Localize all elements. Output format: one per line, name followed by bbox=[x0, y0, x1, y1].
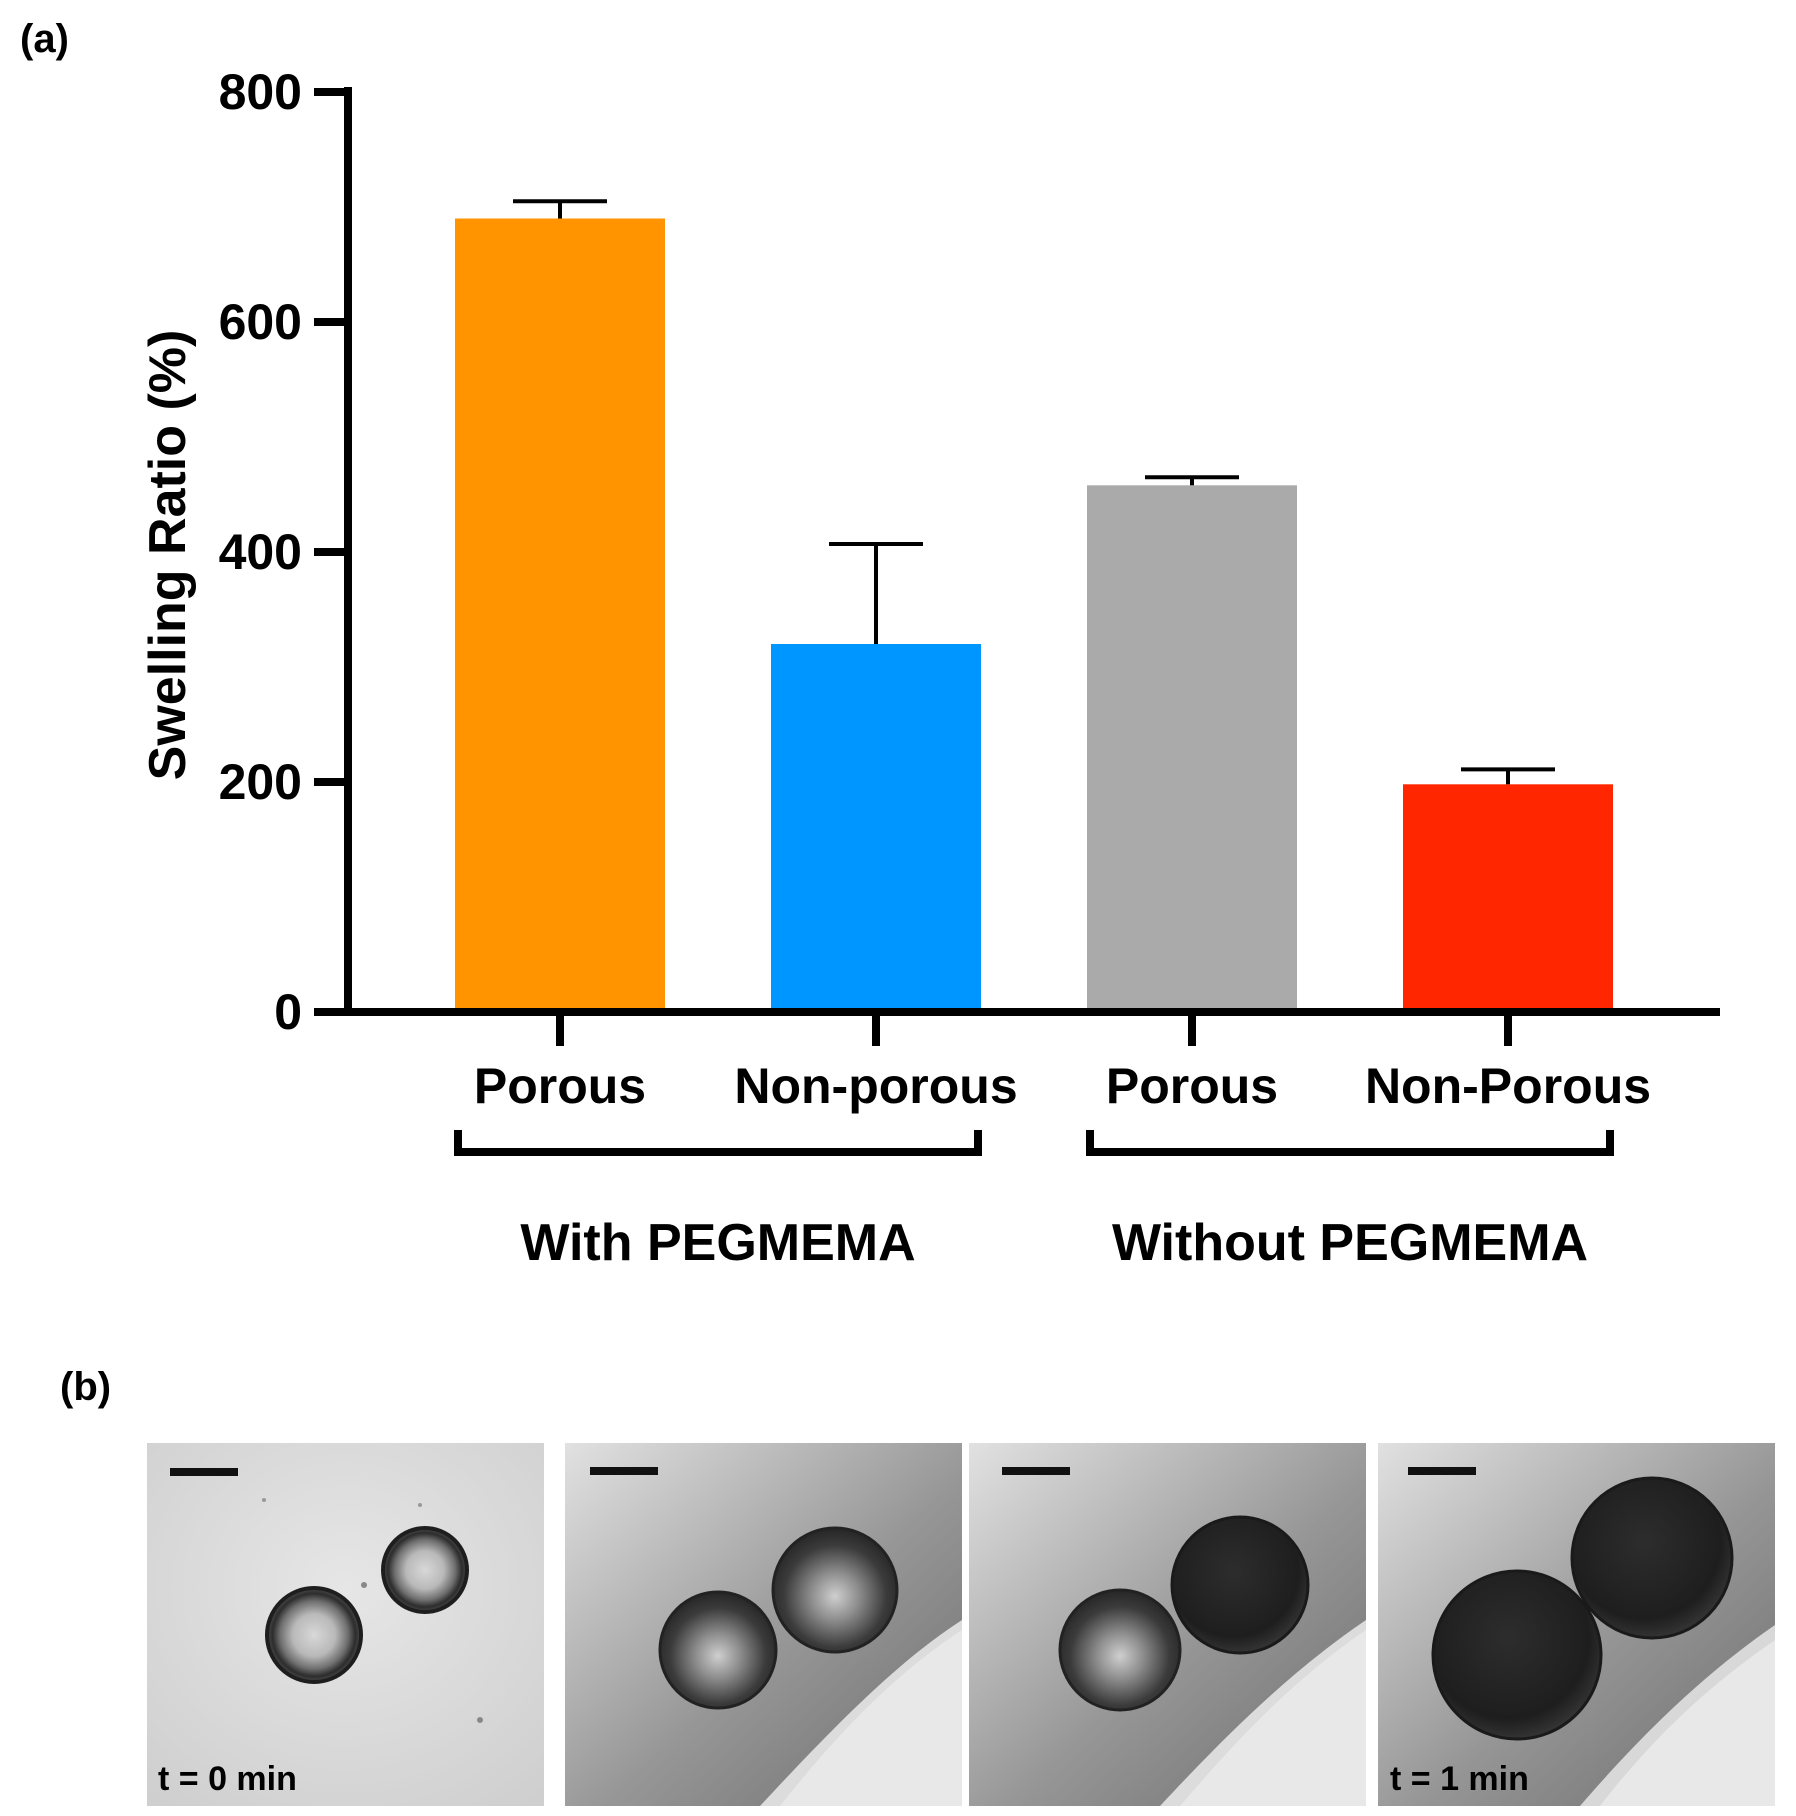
time-label-end: t = 1 min bbox=[1390, 1760, 1529, 1798]
group-label-1: With PEGMEMA bbox=[520, 1214, 915, 1272]
bar-chart: Swelling Ratio (%) 0 200 400 600 800 Porous N… bbox=[139, 64, 1720, 1272]
scale-bar bbox=[1002, 1467, 1070, 1475]
error-bars-group bbox=[513, 199, 1555, 785]
partially-swollen-bead bbox=[1058, 1588, 1182, 1712]
scale-bar bbox=[170, 1468, 238, 1476]
bar-2 bbox=[771, 644, 981, 1012]
x-ticks-group: Porous Non-porous Porous Non-Porous bbox=[474, 1012, 1651, 1114]
swollen-bead bbox=[1170, 1515, 1310, 1655]
partially-swollen-bead bbox=[658, 1590, 778, 1710]
x-tick-label-4: Non-Porous bbox=[1365, 1058, 1651, 1114]
group-bracket-1 bbox=[454, 1130, 982, 1156]
swollen-bead bbox=[1570, 1476, 1734, 1640]
group-label-2: Without PEGMEMA bbox=[1112, 1214, 1588, 1272]
micrograph-frame-4 bbox=[1378, 1443, 1775, 1806]
y-tick-label-600: 600 bbox=[219, 294, 302, 350]
y-tick-label-0: 0 bbox=[274, 984, 302, 1040]
x-tick-label-2: Non-porous bbox=[734, 1058, 1017, 1114]
panel-b-label: (b) bbox=[60, 1365, 111, 1409]
y-axis-label: Swelling Ratio (%) bbox=[139, 330, 197, 781]
bar-4 bbox=[1403, 784, 1613, 1012]
y-tick-label-200: 200 bbox=[219, 754, 302, 810]
group-bracket-2 bbox=[1086, 1130, 1614, 1156]
dry-bead bbox=[265, 1586, 363, 1684]
y-tick-label-800: 800 bbox=[219, 64, 302, 120]
group-brackets: With PEGMEMA Without PEGMEMA bbox=[454, 1130, 1614, 1272]
time-label-start: t = 0 min bbox=[158, 1760, 297, 1798]
scale-bar bbox=[1408, 1467, 1476, 1475]
partially-swollen-bead bbox=[771, 1526, 899, 1654]
bar-3 bbox=[1087, 485, 1297, 1012]
y-tick-label-400: 400 bbox=[219, 524, 302, 580]
x-tick-label-3: Porous bbox=[1106, 1058, 1278, 1114]
swollen-bead bbox=[1431, 1569, 1603, 1741]
bar-1 bbox=[455, 218, 665, 1012]
panel-a-label: (a) bbox=[20, 17, 69, 61]
micrograph-frame-2 bbox=[565, 1443, 962, 1806]
dry-bead bbox=[381, 1526, 469, 1614]
micrograph-panel: t = 0 min t = 1 min bbox=[147, 1443, 1775, 1806]
micrograph-frame-1 bbox=[147, 1443, 544, 1806]
scale-bar bbox=[590, 1467, 658, 1475]
x-tick-label-1: Porous bbox=[474, 1058, 646, 1114]
bars-group bbox=[455, 218, 1613, 1012]
micrograph-frame-3 bbox=[969, 1443, 1366, 1806]
y-ticks-group: 0 200 400 600 800 bbox=[219, 64, 348, 1040]
